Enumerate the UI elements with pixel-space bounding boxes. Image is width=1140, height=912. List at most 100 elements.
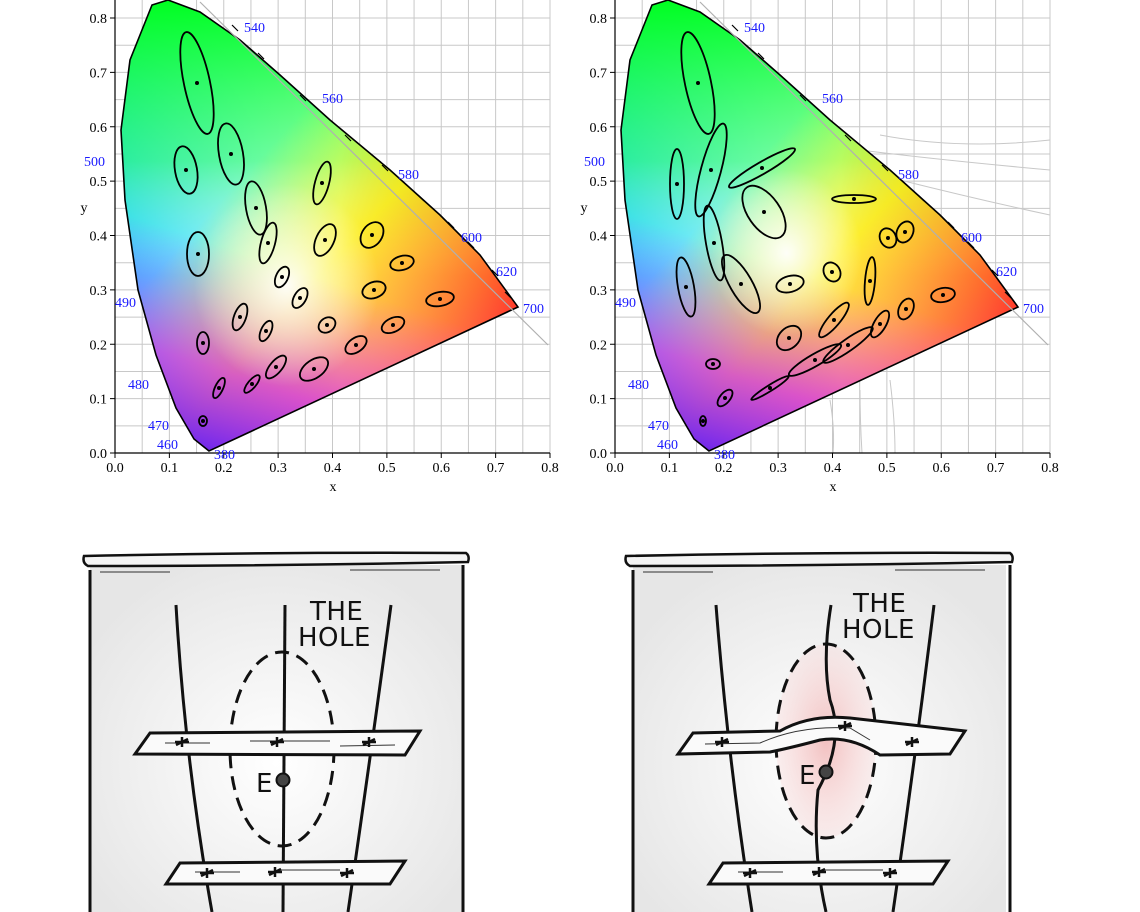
x-tick-label: 0.2 <box>215 461 233 476</box>
distorted-ellipse-10-center <box>739 282 743 286</box>
y-tick-label: 0.6 <box>90 121 108 136</box>
distorted-ellipse-6-center <box>712 241 716 245</box>
distorted-ellipse-21-center <box>711 362 715 366</box>
locus-tick <box>491 269 499 277</box>
ellipse-0 <box>179 31 215 135</box>
distorted-ellipse-13 <box>863 256 877 306</box>
x-tick-label: 0.5 <box>878 461 896 476</box>
distorted-ellipse-23-center <box>723 396 727 400</box>
distorted-ellipse-14 <box>930 286 956 304</box>
event-label: E <box>256 769 273 799</box>
y-tick-label: 0.1 <box>590 393 608 408</box>
distorted-ellipse-21 <box>705 358 721 370</box>
distorted-ellipse-3 <box>728 147 796 189</box>
y-tick-label: 0.0 <box>590 447 608 462</box>
distorted-ellipse-1 <box>694 122 728 218</box>
distorted-ellipse-0-center <box>696 81 700 85</box>
event-point <box>275 772 291 788</box>
upper-sheet <box>132 729 423 757</box>
event-label: E <box>799 761 816 791</box>
ellipse-20 <box>264 354 288 380</box>
wavelength-label-490: 490 <box>115 296 136 311</box>
distorted-ellipse-3-center <box>760 166 764 170</box>
x-tick-label: 0.6 <box>433 461 451 476</box>
locus-tick <box>231 24 239 32</box>
distorted-ellipse-7 <box>878 227 898 249</box>
x-tick-label: 0.3 <box>269 461 287 476</box>
ellipse-16 <box>380 315 406 335</box>
distorted-ellipse-22-center <box>768 386 772 390</box>
distorted-ellipse-11-center <box>788 282 792 286</box>
ellipse-5 <box>186 231 210 277</box>
x-tick-label: 0.0 <box>606 461 624 476</box>
x-axis-label: x <box>830 480 837 495</box>
locus-tick <box>917 194 925 202</box>
wavelength-label-460: 460 <box>157 438 178 453</box>
ellipse-8-center <box>370 233 374 237</box>
y-tick-label: 0.2 <box>590 338 608 353</box>
hole-title-line2: HOLE <box>842 615 915 645</box>
ellipse-24-center <box>201 419 205 423</box>
locus-tick <box>417 194 425 202</box>
ellipse-12 <box>361 280 387 300</box>
locus-tick <box>799 94 807 102</box>
locus-tick <box>447 221 455 229</box>
diagonal-line <box>699 1 1049 346</box>
ellipse-17 <box>196 331 210 355</box>
distorted-ellipse-11 <box>775 274 805 294</box>
x-tick-label: 0.2 <box>715 461 733 476</box>
sheet-marks <box>175 737 376 747</box>
locus-tick <box>257 52 265 60</box>
ellipse-15 <box>317 316 337 334</box>
y-tick-label: 0.3 <box>590 284 608 299</box>
x-tick-label: 0.8 <box>1041 461 1059 476</box>
ellipse-10 <box>273 265 291 289</box>
distorted-ellipse-10 <box>721 253 761 315</box>
y-tick-label: 0.4 <box>90 230 108 245</box>
locus-tick <box>991 269 999 277</box>
distorted-ellipse-17-center <box>787 336 791 340</box>
distorted-ellipse-4 <box>741 184 787 240</box>
ellipse-3-center <box>254 206 258 210</box>
x-tick-label: 0.0 <box>106 461 124 476</box>
distorted-ellipse-1-center <box>709 168 713 172</box>
distorted-ellipse-16 <box>869 309 891 339</box>
y-tick-label: 0.8 <box>590 12 608 27</box>
distorted-ellipse-24 <box>699 415 707 427</box>
lower-sheet <box>706 859 951 886</box>
distorted-ellipse-6 <box>702 204 726 282</box>
macadam-ellipses-distorted <box>669 31 956 427</box>
wavelength-label-380: 380 <box>714 448 735 463</box>
sheet-marks <box>743 867 897 878</box>
hole-tint <box>776 644 876 838</box>
distorted-ellipse-8 <box>895 220 915 244</box>
ellipse-2 <box>173 145 199 195</box>
distorted-ellipse-9-center <box>684 285 688 289</box>
locus-tick <box>881 164 889 172</box>
ellipse-6 <box>258 221 278 265</box>
x-tick-label: 0.7 <box>487 461 505 476</box>
locus-tick <box>1004 291 1012 299</box>
distorted-ellipse-24-center <box>701 419 705 423</box>
axis-ticks: 0.0 0.1 0.2 0.3 0.4 0.5 0.6 0.7 0.8 0.0 0.1 0.2 0.3 0… <box>590 12 1059 476</box>
ellipse-21 <box>299 356 329 382</box>
ellipse-12-center <box>372 288 376 292</box>
ellipse-1 <box>217 122 245 186</box>
wavelength-label-470: 470 <box>648 419 669 434</box>
ellipse-19-center <box>354 343 358 347</box>
wavelength-label-540: 540 <box>744 21 765 36</box>
ellipse-16-center <box>391 323 395 327</box>
wavelength-label-700: 700 <box>1023 302 1044 317</box>
wavelength-label-480: 480 <box>128 378 149 393</box>
ellipse-1-center <box>229 152 233 156</box>
wavelength-labels: 380 460 470 480 490 500 540 560 580 600 620 700 <box>84 21 544 463</box>
y-tick-label: 0.7 <box>90 66 108 81</box>
y-tick-label: 0.8 <box>90 12 108 27</box>
x-tick-label: 0.7 <box>987 461 1005 476</box>
ellipse-14-center <box>238 315 242 319</box>
y-tick-label: 0.1 <box>90 393 108 408</box>
x-tick-label: 0.5 <box>378 461 396 476</box>
ellipse-2-center <box>184 168 188 172</box>
